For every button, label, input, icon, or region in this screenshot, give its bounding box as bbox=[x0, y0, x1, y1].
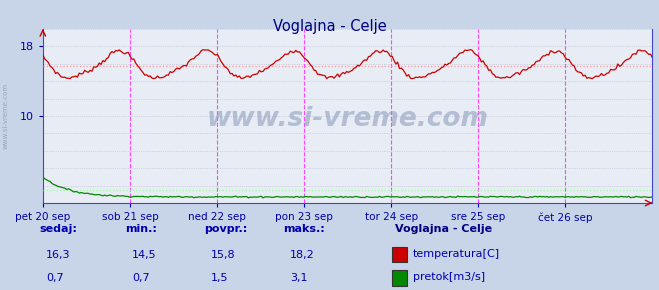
Text: www.si-vreme.com: www.si-vreme.com bbox=[2, 83, 9, 149]
Text: min.:: min.: bbox=[125, 224, 157, 234]
Text: 1,5: 1,5 bbox=[211, 273, 229, 283]
Text: 18,2: 18,2 bbox=[290, 250, 315, 260]
Text: Voglajna - Celje: Voglajna - Celje bbox=[273, 19, 386, 34]
Text: 0,7: 0,7 bbox=[46, 273, 64, 283]
Text: 15,8: 15,8 bbox=[211, 250, 235, 260]
Text: www.si-vreme.com: www.si-vreme.com bbox=[207, 106, 488, 133]
Text: pretok[m3/s]: pretok[m3/s] bbox=[413, 272, 485, 282]
Text: 16,3: 16,3 bbox=[46, 250, 71, 260]
Text: 14,5: 14,5 bbox=[132, 250, 156, 260]
Text: maks.:: maks.: bbox=[283, 224, 325, 234]
Text: sedaj:: sedaj: bbox=[40, 224, 77, 234]
Text: temperatura[C]: temperatura[C] bbox=[413, 249, 500, 259]
Text: povpr.:: povpr.: bbox=[204, 224, 248, 234]
Text: 3,1: 3,1 bbox=[290, 273, 308, 283]
Text: 0,7: 0,7 bbox=[132, 273, 150, 283]
Text: Voglajna - Celje: Voglajna - Celje bbox=[395, 224, 492, 234]
